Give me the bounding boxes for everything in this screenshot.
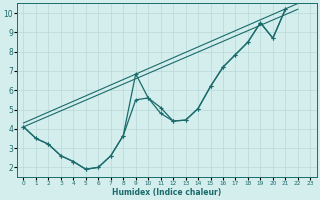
X-axis label: Humidex (Indice chaleur): Humidex (Indice chaleur) xyxy=(112,188,221,197)
